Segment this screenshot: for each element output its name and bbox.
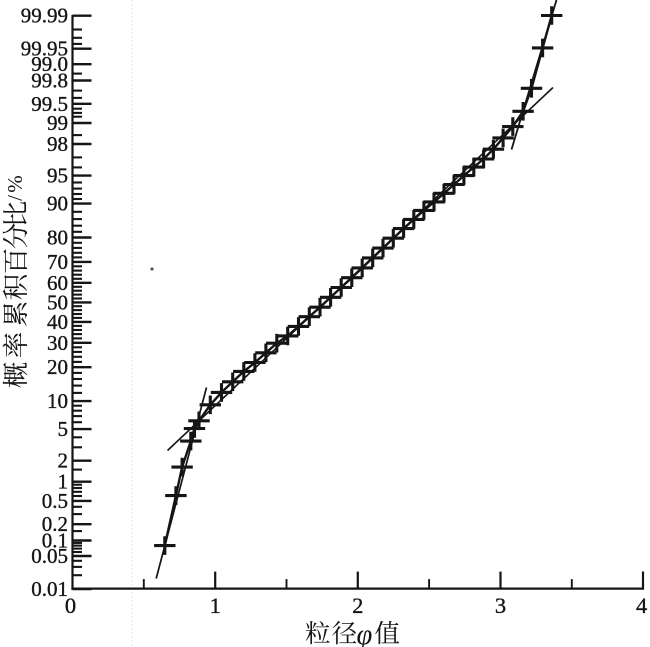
svg-text:99.0: 99.0 [31, 52, 68, 76]
svg-text:%: % [3, 175, 27, 193]
svg-text:1: 1 [58, 470, 69, 494]
svg-text:0.1: 0.1 [42, 529, 68, 553]
svg-text:30: 30 [47, 331, 68, 355]
svg-text:99.95: 99.95 [21, 37, 68, 61]
svg-text:3: 3 [495, 593, 506, 618]
svg-text:99.5: 99.5 [31, 92, 68, 116]
svg-text:0.5: 0.5 [42, 489, 68, 513]
svg-text:1: 1 [210, 593, 221, 618]
svg-text:0.2: 0.2 [42, 512, 68, 536]
svg-text:98: 98 [47, 132, 68, 156]
svg-text:70: 70 [47, 250, 68, 274]
svg-text:40: 40 [47, 310, 68, 334]
svg-text:50: 50 [47, 290, 68, 314]
svg-text:0.01: 0.01 [31, 577, 68, 601]
svg-text:/: / [3, 195, 27, 201]
svg-text:60: 60 [47, 271, 68, 295]
svg-text:2: 2 [58, 449, 69, 473]
svg-text:99.99: 99.99 [21, 4, 68, 28]
svg-text:2: 2 [352, 593, 363, 618]
svg-text:95: 95 [47, 164, 68, 188]
svg-text:0.05: 0.05 [31, 544, 68, 568]
svg-text:10: 10 [47, 389, 68, 413]
svg-text:99: 99 [47, 111, 68, 135]
svg-text:99.8: 99.8 [31, 69, 68, 93]
svg-text:90: 90 [47, 192, 68, 216]
svg-text:20: 20 [47, 355, 68, 379]
svg-text:5: 5 [58, 417, 69, 441]
svg-text:4: 4 [636, 593, 647, 618]
svg-text:80: 80 [47, 226, 68, 250]
svg-text:0: 0 [65, 593, 76, 618]
